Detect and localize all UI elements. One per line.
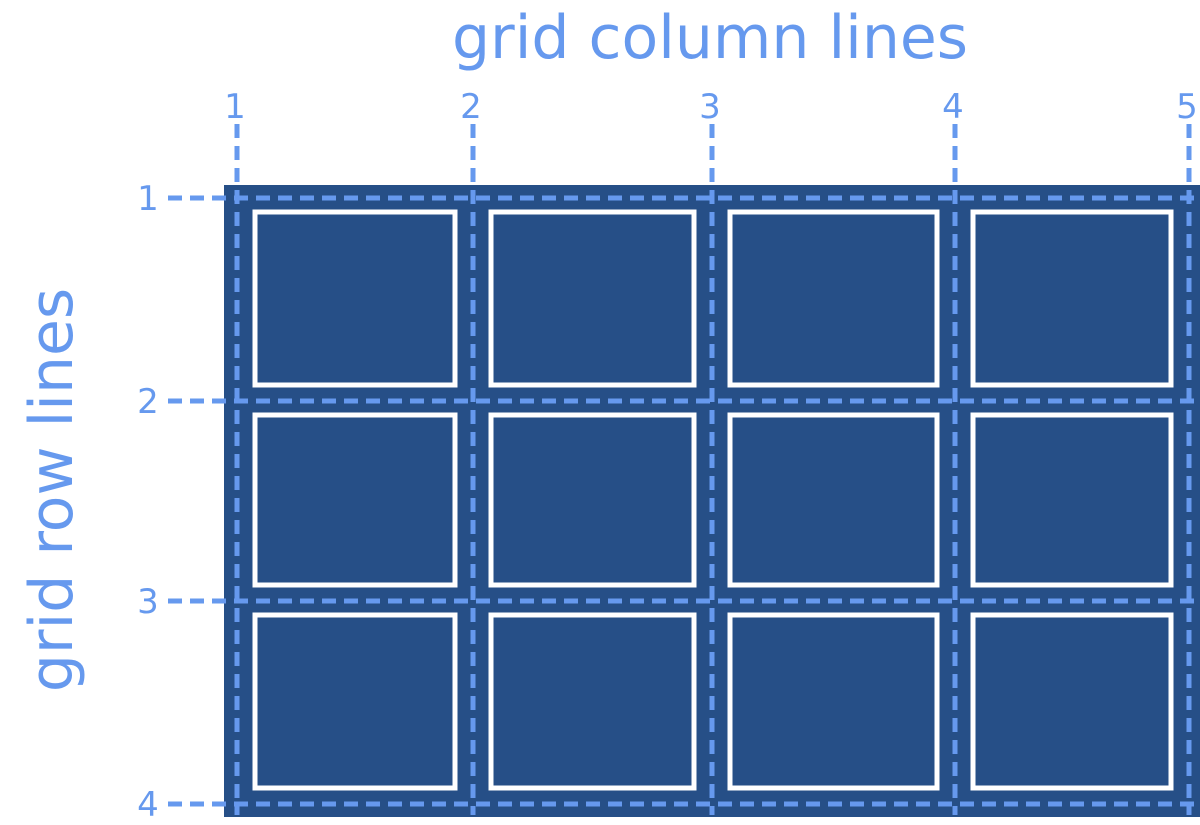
column-line-label-4: 4 xyxy=(942,87,964,127)
title-grid-row-lines: grid row lines xyxy=(17,288,87,692)
grid-cell-r3-c4 xyxy=(970,612,1174,791)
grid-cell-r1-c2 xyxy=(488,209,697,388)
grid-cell-r1-c1 xyxy=(252,209,458,388)
grid-cell-r1-c3 xyxy=(727,209,940,388)
grid-cell-r3-c3 xyxy=(727,612,940,791)
column-lines xyxy=(234,124,1192,815)
row-line-label-2: 2 xyxy=(137,382,159,422)
grid-cell-r2-c4 xyxy=(970,412,1174,588)
grid-cell-r2-c1 xyxy=(252,412,458,588)
grid-cell-r3-c2 xyxy=(488,612,697,791)
row-lines xyxy=(168,195,1196,807)
grid-cells xyxy=(252,209,1174,791)
grid-cell-r1-c4 xyxy=(970,209,1174,388)
grid-cell-r3-c1 xyxy=(252,612,458,791)
column-line-label-5: 5 xyxy=(1176,87,1198,127)
row-line-labels: 1 2 3 4 xyxy=(137,179,159,825)
column-line-label-3: 3 xyxy=(699,87,721,127)
column-line-label-2: 2 xyxy=(460,87,482,127)
grid-cell-r2-c3 xyxy=(727,412,940,588)
column-line-labels: 1 2 3 4 5 xyxy=(224,87,1198,127)
row-line-label-4: 4 xyxy=(137,785,159,825)
title-grid-column-lines: grid column lines xyxy=(452,3,968,73)
row-line-label-3: 3 xyxy=(137,582,159,622)
column-line-label-1: 1 xyxy=(224,87,246,127)
row-line-label-1: 1 xyxy=(137,179,159,219)
grid-cell-r2-c2 xyxy=(488,412,697,588)
